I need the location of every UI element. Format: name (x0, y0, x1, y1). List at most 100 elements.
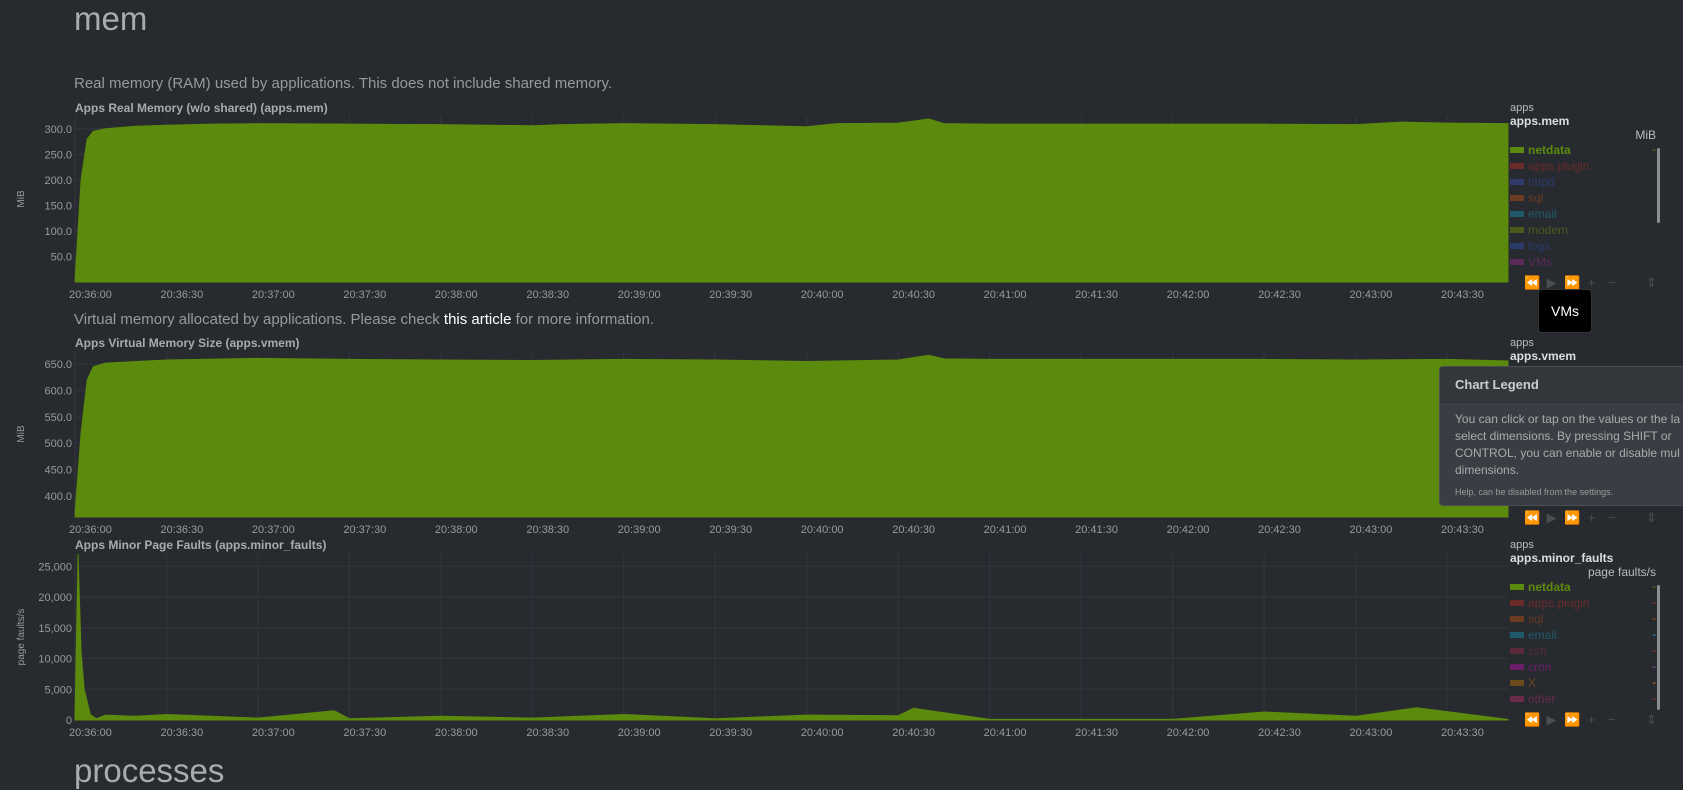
legend-label: X (1528, 676, 1537, 690)
zoom-in-icon[interactable]: + (1587, 275, 1596, 290)
legend-swatch (1510, 664, 1524, 670)
x-tick-label: 20:43:30 (1441, 727, 1484, 739)
legend-swatch (1510, 163, 1524, 169)
chart-toolbar-mem: ⏪ ▶ ⏩ + − ⇕ (1524, 275, 1659, 291)
legend-item-vms[interactable]: VMs (1510, 254, 1660, 270)
forward-icon[interactable]: ⏩ (1564, 712, 1581, 727)
next-section-title: processes (74, 752, 225, 789)
y-tick-label: 20,000 (38, 592, 72, 604)
chart-mem[interactable]: 300.0 250.0 200.0 150.0 100.0 50.0 20:36:00 20:… (16, 108, 1510, 301)
chart-vmem[interactable]: 650.0 600.0 550.0 500.0 450.0 400.0 20:36:00 20… (16, 343, 1510, 536)
y-tick-label: 100.0 (44, 226, 72, 238)
legend-label: apps.plugin (1528, 159, 1590, 173)
x-tick-label: 20:39:00 (618, 289, 661, 301)
resize-icon[interactable]: ⇕ (1646, 275, 1657, 290)
backward-icon[interactable]: ⏪ (1524, 510, 1541, 525)
legend-label: other (1528, 692, 1556, 706)
legend-item-httpd[interactable]: httpd (1510, 174, 1660, 190)
y-tick-label: 200.0 (44, 175, 72, 187)
legend-label: httpd (1528, 175, 1555, 189)
legend-item-cron[interactable]: cron - (1510, 659, 1660, 675)
zoom-in-icon[interactable]: + (1587, 712, 1596, 727)
legend-chart-id: apps.vmem (1510, 349, 1577, 363)
legend-swatch (1510, 195, 1524, 201)
play-icon[interactable]: ▶ (1546, 275, 1557, 290)
zoom-out-icon[interactable]: − (1607, 712, 1616, 727)
legend-value: - (1652, 629, 1656, 641)
forward-icon[interactable]: ⏩ (1564, 510, 1581, 525)
legend-value: - (1652, 613, 1656, 625)
article-link[interactable]: this article (443, 311, 512, 328)
legend-swatch (1510, 632, 1524, 638)
x-tick-label: 20:38:00 (435, 289, 478, 301)
y-tick-label: 150.0 (44, 200, 72, 212)
legend-units: page faults/s (1587, 565, 1656, 579)
legend-scrollbar[interactable] (1657, 585, 1660, 710)
mem-description: Real memory (RAM) used by applications. … (74, 75, 613, 92)
zoom-out-icon[interactable]: − (1607, 275, 1616, 290)
legend-swatch (1510, 584, 1524, 590)
legend-label: apps.plugin (1528, 596, 1590, 610)
resize-icon[interactable]: ⇕ (1646, 712, 1657, 727)
vmem-description-tail: for more information. (511, 311, 655, 328)
zoom-out-icon[interactable]: − (1607, 510, 1616, 525)
x-tick-label: 20:43:30 (1441, 289, 1484, 301)
series-area-netdata (74, 553, 1509, 721)
grid (74, 554, 1508, 721)
y-tick-label: 10,000 (38, 654, 72, 666)
legend-value: - (1652, 693, 1656, 705)
legend-item-email[interactable]: email - (1510, 627, 1660, 643)
legend-item-logs[interactable]: logs (1510, 238, 1660, 254)
backward-icon[interactable]: ⏪ (1524, 275, 1541, 290)
legend-scrollbar[interactable] (1657, 148, 1660, 223)
legend-family: apps (1510, 102, 1534, 114)
x-tick-label: 20:41:00 (984, 727, 1027, 739)
x-tick-label: 20:36:30 (160, 289, 203, 301)
legend-swatch (1510, 179, 1524, 185)
resize-icon[interactable]: ⇕ (1646, 510, 1657, 525)
x-tick-label: 20:37:30 (343, 727, 386, 739)
x-tick-label: 20:41:30 (1075, 289, 1118, 301)
legend-item-ssh[interactable]: ssh - (1510, 643, 1660, 659)
legend-swatch (1510, 227, 1524, 233)
x-tick-label: 20:39:00 (618, 727, 661, 739)
legend-value: - (1652, 661, 1656, 673)
x-tick-label: 20:39:30 (709, 289, 752, 301)
vmem-description-text: Virtual memory allocated by applications… (74, 311, 444, 328)
legend-item-modem[interactable]: modem (1510, 222, 1660, 238)
chart-minor-faults[interactable]: 25,000 20,000 15,000 10,000 5,000 0 20:36:00 20… (16, 546, 1510, 739)
legend-item-netdata[interactable]: netdata - (1510, 579, 1660, 595)
legend-item-other[interactable]: other - (1510, 691, 1660, 707)
y-axis-label: page faults/s (16, 609, 27, 666)
play-icon[interactable]: ▶ (1546, 510, 1557, 525)
x-tick-label: 20:42:30 (1258, 289, 1301, 301)
chart-legend-help-popover: Chart Legend You can click or tap on the… (1439, 366, 1683, 506)
legend-item-x[interactable]: X- (1510, 675, 1660, 691)
x-tick-label: 20:36:30 (160, 727, 203, 739)
legend-label: cron (1528, 660, 1552, 674)
legend-item-apps-plugin[interactable]: apps.plugin - (1510, 595, 1660, 611)
legend-item-email[interactable]: email (1510, 206, 1660, 222)
x-tick-label: 20:36:00 (69, 524, 112, 536)
play-icon[interactable]: ▶ (1546, 712, 1557, 727)
legend-item-sql[interactable]: sql - (1510, 611, 1660, 627)
legend-dimensions: netdata - apps.plugin httpd sql email modem log… (1510, 142, 1660, 270)
legend-swatch (1510, 147, 1524, 153)
chart-toolbar-vmem: ⏪ ▶ ⏩ + − ⇕ (1524, 510, 1659, 526)
legend-chart-id: apps.mem (1510, 114, 1570, 128)
y-axis-label: MiB (16, 190, 27, 208)
backward-icon[interactable]: ⏪ (1524, 712, 1541, 727)
legend-item-apps-plugin[interactable]: apps.plugin (1510, 158, 1660, 174)
legend-minor-faults: apps apps.minor_faults page faults/s net… (1510, 539, 1660, 710)
legend-label: VMs (1528, 255, 1552, 269)
y-tick-label: 25,000 (38, 561, 72, 573)
forward-icon[interactable]: ⏩ (1564, 275, 1581, 290)
dimension-tooltip: VMs (1538, 289, 1592, 333)
legend-swatch (1510, 616, 1524, 622)
x-tick-label: 20:38:30 (526, 289, 569, 301)
chart-title-mem: Apps Real Memory (w/o shared) (apps.mem) (75, 101, 328, 115)
y-tick-label: 50.0 (51, 251, 72, 263)
zoom-in-icon[interactable]: + (1587, 510, 1596, 525)
legend-item-netdata[interactable]: netdata - (1510, 142, 1660, 158)
legend-item-sql[interactable]: sql (1510, 190, 1660, 206)
